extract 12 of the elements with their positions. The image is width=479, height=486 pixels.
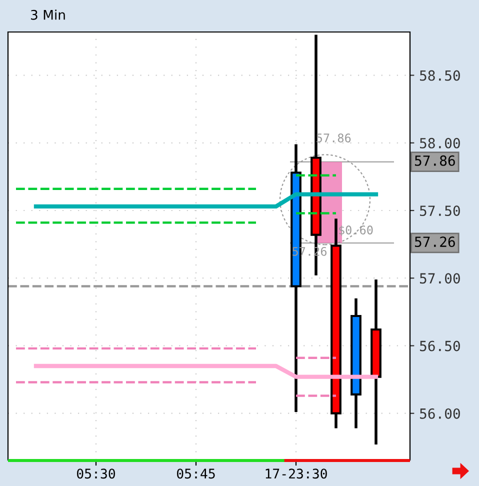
x-tick-label: 05:45 [177,468,215,479]
y-tick-label: 58.00 [420,138,460,148]
x-tick-label: 17-23:30 [266,468,327,479]
ref-line-label: 57.86 [414,155,455,166]
y-tick-label: 58.50 [420,70,460,81]
y-tick-label: 57.50 [420,206,460,216]
y-tick-label: 56.00 [420,408,460,419]
ref-line-label: 57.26 [414,236,455,248]
y-tick-label: 56.50 [420,340,460,352]
x-tick-label: 05:30 [77,468,116,479]
chart-title: 3 Min [31,10,65,20]
y-tick-label: 57.00 [420,273,460,284]
